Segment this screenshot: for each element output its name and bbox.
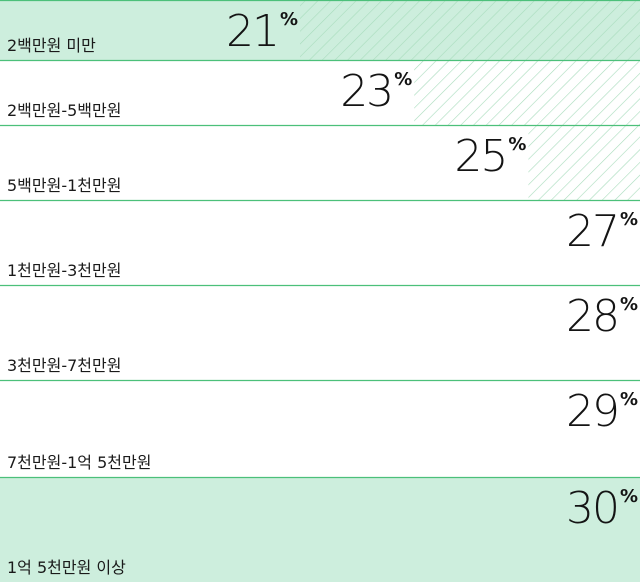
percent-sign: % <box>394 69 412 90</box>
bar-row: 29 % 7천만원-1억 5천만원 <box>0 380 640 477</box>
bar-remainder-hatch <box>300 1 640 60</box>
percent-sign: % <box>280 9 298 30</box>
data-label: 21 <box>226 6 278 57</box>
bar-row-background <box>0 477 640 582</box>
data-label: 30 <box>566 483 618 534</box>
bar-row: 23 % 2백만원-5백만원 <box>0 60 640 125</box>
category-label: 1억 5천만원 이상 <box>7 558 126 577</box>
bar-row-background <box>0 200 640 285</box>
data-label: 27 <box>566 206 618 257</box>
bar-row: 25 % 5백만원-1천만원 <box>0 125 640 200</box>
percent-sign: % <box>620 294 638 315</box>
category-label: 2백만원 미만 <box>7 36 96 55</box>
data-label: 29 <box>566 386 618 437</box>
data-label: 28 <box>566 291 618 342</box>
category-label: 2백만원-5백만원 <box>7 101 121 120</box>
bar-row: 21 % 2백만원 미만 <box>0 0 640 60</box>
category-label: 1천만원-3천만원 <box>7 261 121 280</box>
percent-sign: % <box>620 209 638 230</box>
bar-row-background <box>0 380 640 477</box>
bar-row: 27 % 1천만원-3천만원 <box>0 200 640 285</box>
bar-row: 28 % 3천만원-7천만원 <box>0 285 640 380</box>
percent-sign: % <box>620 486 638 507</box>
bar-row: 30 % 1억 5천만원 이상 <box>0 477 640 582</box>
bar-remainder-hatch <box>528 126 640 200</box>
category-label: 7천만원-1억 5천만원 <box>7 453 151 472</box>
percent-sign: % <box>508 134 526 155</box>
data-label: 25 <box>454 131 506 182</box>
bar-row-background <box>0 285 640 380</box>
category-label: 5백만원-1천만원 <box>7 176 121 195</box>
percent-sign: % <box>620 389 638 410</box>
bar-remainder-hatch <box>414 61 640 125</box>
data-label: 23 <box>340 66 392 117</box>
category-label: 3천만원-7천만원 <box>7 356 121 375</box>
